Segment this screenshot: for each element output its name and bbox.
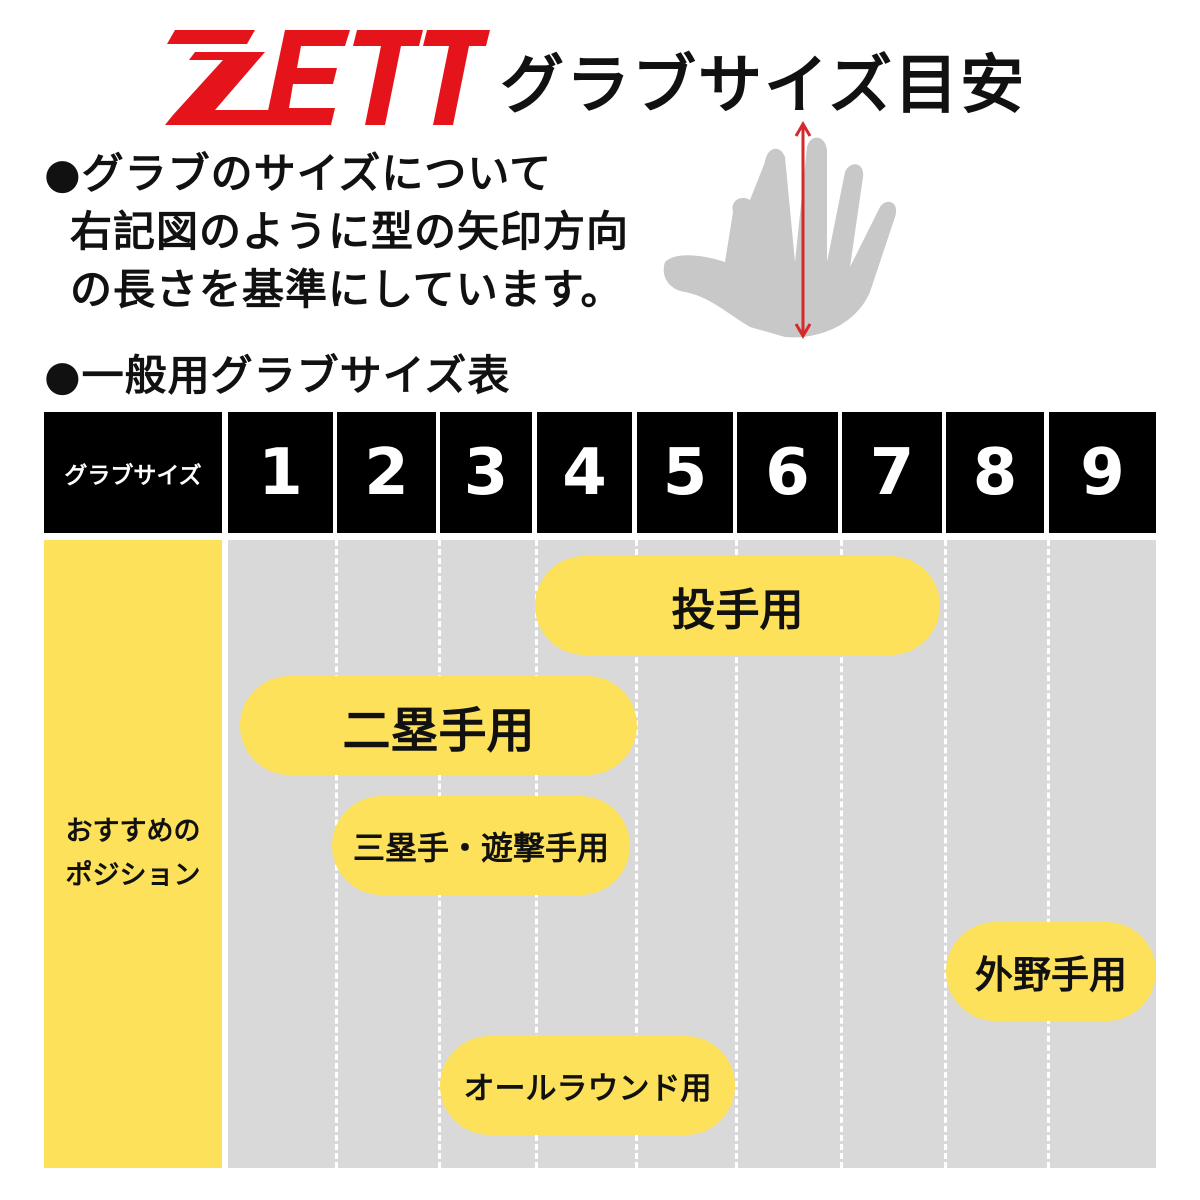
column-divider: [735, 540, 738, 1168]
size-header-8: 8: [946, 412, 1044, 533]
position-second-base: 二塁手用: [240, 676, 637, 775]
column-divider: [635, 540, 638, 1168]
size-header-7: 7: [842, 412, 942, 533]
column-divider: [840, 540, 843, 1168]
about-line: の長さを基準にしています。: [70, 265, 624, 314]
row-label-line: ポジション: [65, 860, 201, 891]
column-divider: [1047, 540, 1050, 1168]
size-header-5: 5: [637, 412, 733, 533]
size-header-4: 4: [537, 412, 632, 533]
size-header-6: 6: [737, 412, 838, 533]
size-header-2: 2: [337, 412, 436, 533]
column-divider: [944, 540, 947, 1168]
row-label-line: おすすめの: [65, 816, 201, 847]
position-third-short: 三塁手・遊撃手用: [332, 796, 630, 895]
zett-logo: [165, 30, 490, 125]
hand-measure-icon: [663, 121, 897, 339]
table-heading: ●一般用グラブサイズ表: [44, 351, 511, 400]
position-outfield: 外野手用: [946, 922, 1156, 1021]
page-title: グラブサイズ目安: [500, 49, 1027, 123]
recommended-position-label: おすすめのポジション: [44, 540, 222, 1168]
about-heading: ●グラブのサイズについて: [44, 149, 553, 198]
size-header-1: 1: [228, 412, 333, 533]
about-line: 右記図のように型の矢印方向: [70, 207, 630, 256]
header-size-label: グラブサイズ: [44, 412, 222, 533]
position-pitcher: 投手用: [535, 556, 940, 655]
size-header-3: 3: [440, 412, 532, 533]
position-all-round: オールラウンド用: [440, 1036, 735, 1135]
size-header-9: 9: [1049, 412, 1156, 533]
